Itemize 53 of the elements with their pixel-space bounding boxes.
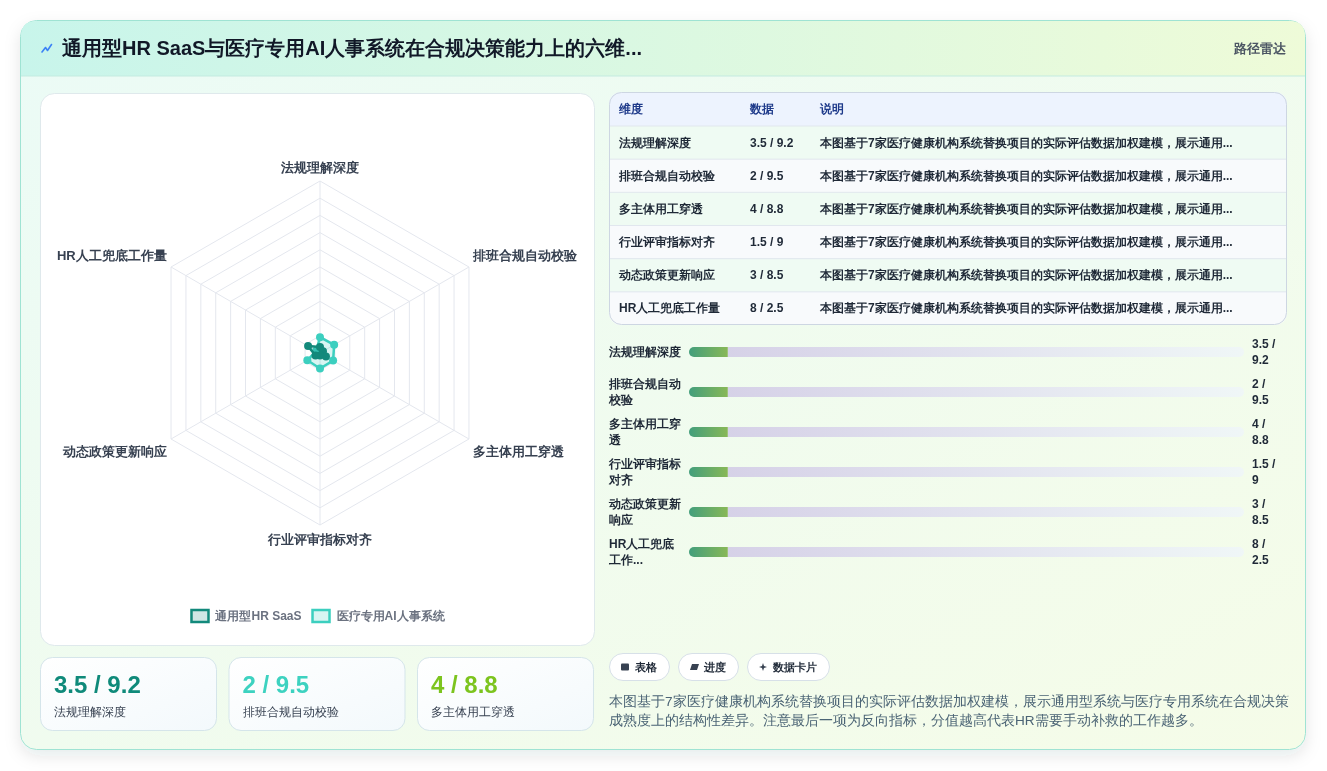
text: 表格 <box>634 661 658 673</box>
text: 4 / 8.8 <box>1252 417 1270 447</box>
text: 8 / 2.5 <box>1252 537 1270 567</box>
text: 本图基于7家医疗健康机构系统替换项目的实际评估数据加权建模，展示通用... <box>820 168 1233 183</box>
y-tick-label: 法规理解深度 <box>608 345 681 359</box>
category-label: 法规理解深度 <box>54 705 126 719</box>
text: 本图基于7家医疗健康机构系统替换项目的实际评估数据加权建模，展示通用... <box>820 201 1233 216</box>
spoke-label: 排班合规自动校验 <box>472 247 579 263</box>
legend-label: 医疗专用AI人事系统 <box>336 609 446 623</box>
text: 2 / 9.5 <box>242 670 310 698</box>
text: HR人工兜底工作量 <box>619 301 721 316</box>
text: 数据卡片 <box>772 661 817 673</box>
text: 3 / 8.5 <box>1252 497 1270 527</box>
text: 4 / 8.8 <box>750 201 784 216</box>
text: 动态政策更新响应 <box>619 268 715 283</box>
text: 行业评审指标对齐 <box>619 235 715 250</box>
text: 排班合规自动校验 <box>619 168 715 183</box>
text: 本图基于7家医疗健康机构系统替换项目的实际评估数据加权建模，展示通用... <box>820 268 1233 283</box>
text: 2 / 9.5 <box>750 168 784 183</box>
text: 3 / 8.5 <box>750 268 784 283</box>
text: 4 / 8.8 <box>431 670 498 698</box>
text: 本图基于7家医疗健康机构系统替换项目的实际评估数据加权建模，展示通用... <box>820 235 1233 250</box>
spoke-label: 动态政策更新响应 <box>61 443 167 459</box>
spoke-label: HR人工兜底工作量 <box>56 247 167 263</box>
y-tick-label: 排班合规自动校验 <box>608 377 681 407</box>
text: 本图基于7家医疗健康机构系统替换项目的实际评估数据加权建模，展示通用型系统与医疗专用系统在合规决策成熟度上的结构性差异。注意最后一项为反向指标，分值越高代表HR需要手动补救的工作越多。 <box>609 693 1289 728</box>
spoke-label: 行业评审指标对齐 <box>267 531 372 547</box>
y-tick-label: 行业评审指标对齐 <box>608 457 681 487</box>
chart-title: 通用型HR SaaS与医疗专用AI人事系统在合规决策能力上的六维... <box>61 37 643 59</box>
text: 1.5 / 9 <box>1252 457 1277 487</box>
text: 8 / 2.5 <box>750 301 784 316</box>
category-label: 数据 <box>749 102 774 116</box>
category-label: 排班合规自动校验 <box>242 705 339 719</box>
text: 本图基于7家医疗健康机构系统替换项目的实际评估数据加权建模，展示通用... <box>820 301 1233 316</box>
y-tick-label: HR人工兜底工作... <box>608 537 675 567</box>
text: 法规理解深度 <box>619 135 691 150</box>
text: 1.5 / 9 <box>750 235 784 250</box>
text: 路径雷达 <box>1233 40 1287 56</box>
category-label: 多主体用工穿透 <box>431 705 515 719</box>
category-label: 说明 <box>819 102 844 116</box>
y-tick-label: 多主体用工穿透 <box>608 417 681 447</box>
spoke-label: 多主体用工穿透 <box>473 443 566 459</box>
text: 2 / 9.5 <box>1252 377 1270 407</box>
text: 多主体用工穿透 <box>619 201 703 216</box>
text: 3.5 / 9.2 <box>1252 337 1277 367</box>
text: 进度 <box>703 661 726 673</box>
text: 本图基于7家医疗健康机构系统替换项目的实际评估数据加权建模，展示通用... <box>820 135 1233 150</box>
spoke-label: 法规理解深度 <box>280 159 359 175</box>
legend-label: 通用型HR SaaS <box>214 609 302 623</box>
text: 3.5 / 9.2 <box>750 135 794 150</box>
text: 3.5 / 9.2 <box>54 670 141 698</box>
y-tick-label: 动态政策更新响应 <box>608 497 681 527</box>
category-label: 维度 <box>618 102 643 116</box>
